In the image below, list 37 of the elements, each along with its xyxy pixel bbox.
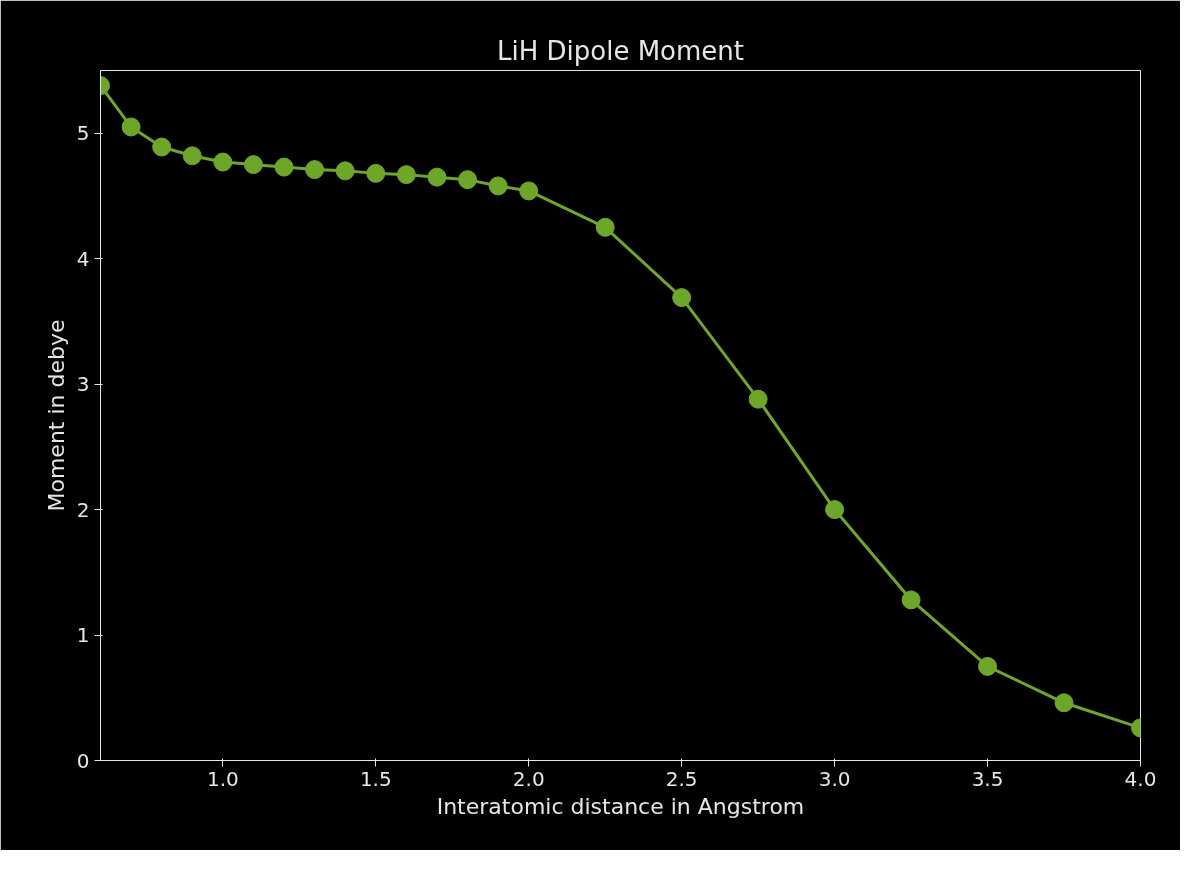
- point: [458, 170, 478, 190]
- y-tick-label: 4: [76, 246, 90, 271]
- point: [488, 176, 508, 196]
- point: [748, 389, 768, 409]
- x-tick-label: 2.5: [665, 766, 698, 791]
- point: [672, 288, 692, 308]
- point: [396, 165, 416, 185]
- x-tick-label: 1.0: [206, 766, 239, 791]
- y-tick-label: 3: [76, 372, 90, 397]
- point: [366, 163, 386, 183]
- y-tick-label: 5: [76, 121, 90, 146]
- chart-title: LiH Dipole Moment: [497, 35, 744, 66]
- y-tick-label: 2: [76, 497, 90, 522]
- point: [152, 137, 172, 157]
- point: [519, 181, 539, 201]
- y-tick-label: 0: [76, 748, 90, 773]
- point: [1054, 693, 1074, 713]
- point: [182, 146, 202, 166]
- point: [825, 500, 845, 520]
- point: [978, 656, 998, 676]
- x-tick-label: 1.5: [359, 766, 392, 791]
- x-tick-label: 3.5: [971, 766, 1004, 791]
- x-axis-title: Interatomic distance in Angstrom: [436, 793, 805, 819]
- x-tick-label: 4.0: [1124, 766, 1157, 791]
- point: [595, 217, 615, 237]
- x-tick-label: 3.0: [818, 766, 851, 791]
- point: [121, 117, 141, 137]
- point: [335, 161, 355, 181]
- point: [305, 160, 325, 180]
- y-tick-label: 1: [76, 623, 90, 648]
- point: [427, 167, 447, 187]
- point: [243, 155, 263, 175]
- point: [901, 590, 921, 610]
- point: [213, 152, 233, 172]
- point: [274, 157, 294, 177]
- x-tick-label: 2.0: [512, 766, 545, 791]
- y-axis-title: Moment in debye: [43, 319, 69, 512]
